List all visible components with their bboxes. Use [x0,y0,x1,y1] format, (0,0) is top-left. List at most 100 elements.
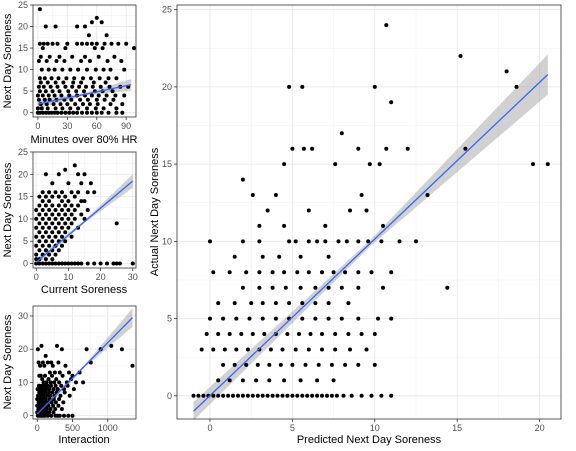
data-point [36,400,41,405]
data-point [56,194,61,199]
x-tick-label: 0 [34,272,39,282]
data-point [397,239,402,244]
data-point [72,194,77,199]
y-tick-label: 30 [18,311,28,321]
data-point [122,93,127,98]
data-point [240,285,245,290]
data-point [282,378,287,383]
data-point [56,203,61,208]
data-point [273,301,278,306]
data-point [54,59,59,63]
data-point [40,377,45,382]
data-point [40,208,45,212]
data-point [40,397,45,402]
data-point [63,221,68,226]
data-point [50,181,55,186]
y-tick-label: 0 [167,391,172,401]
data-point [82,199,87,204]
data-point [76,203,81,208]
data-point [221,393,226,398]
data-point [74,89,79,94]
data-point [106,76,111,81]
data-point [50,41,55,46]
data-point [270,270,275,275]
data-point [60,199,64,204]
data-point [356,316,361,321]
data-point [62,413,66,418]
data-point [278,362,283,367]
data-point [356,239,361,244]
x-tick-label: 10 [370,423,380,433]
data-point [35,397,40,402]
data-point [40,390,45,395]
data-point [55,84,60,89]
data-point [45,413,50,418]
data-point [37,203,42,208]
data-point [49,383,53,388]
data-point [67,393,72,398]
data-point [122,67,127,72]
data-point [305,393,310,398]
data-point [58,393,63,398]
data-point [232,362,237,367]
data-point [232,254,237,259]
data-point [114,106,119,111]
data-point [69,234,74,239]
data-point [359,193,364,197]
data-point [34,225,39,230]
data-point [37,230,42,235]
data-point [372,332,377,336]
data-point [60,234,64,239]
data-point [41,84,46,89]
data-point [331,270,336,275]
plot-border [32,305,137,420]
data-point [232,301,237,306]
data-point [43,230,48,235]
data-point [59,347,64,352]
data-point [211,393,216,398]
data-point [81,76,85,81]
data-point [106,110,111,115]
data-point [35,93,40,98]
data-point [79,80,84,85]
data-point [98,84,103,89]
data-point [84,347,89,352]
data-point [79,261,84,266]
data-point [132,46,136,51]
data-point [52,370,57,375]
data-point [108,102,113,107]
data-point [285,393,290,398]
data-point [273,193,278,197]
data-point [216,301,221,306]
data-point [227,332,232,336]
data-point [55,41,60,46]
data-point [257,270,262,275]
data-point [326,254,331,259]
data-point [102,97,107,102]
data-point [85,208,90,212]
y-tick-label: 25 [18,147,28,157]
fit-line [193,74,549,412]
data-point [66,261,71,266]
data-point [313,285,318,290]
data-point [389,100,394,105]
data-point [333,162,338,167]
data-point [94,110,99,115]
data-point [63,84,68,89]
data-point [458,54,463,58]
data-point [267,362,272,367]
data-point [369,270,374,275]
data-point [293,239,298,244]
data-point [42,400,47,405]
data-point [514,84,519,89]
data-point [46,110,51,115]
data-point [346,332,351,336]
data-point [377,162,382,167]
data-point [89,20,94,25]
data-point [88,181,93,186]
data-point [297,332,301,336]
data-point [66,181,71,186]
data-point [59,407,64,411]
data-point [34,216,39,221]
